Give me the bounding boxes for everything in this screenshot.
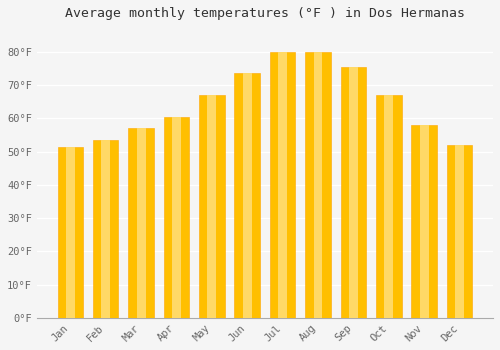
Bar — [376, 95, 402, 318]
Bar — [66, 147, 74, 318]
Bar — [340, 67, 366, 318]
Bar — [420, 125, 428, 318]
Bar — [101, 140, 110, 318]
Bar — [58, 147, 83, 318]
Bar — [384, 95, 394, 318]
Bar — [270, 52, 295, 318]
Title: Average monthly temperatures (°F ) in Dos Hermanas: Average monthly temperatures (°F ) in Do… — [65, 7, 465, 20]
Bar — [164, 117, 189, 318]
Bar — [93, 140, 118, 318]
Bar — [306, 52, 331, 318]
Bar — [278, 52, 287, 318]
Bar — [349, 67, 358, 318]
Bar — [314, 52, 322, 318]
Bar — [128, 128, 154, 318]
Bar — [172, 117, 181, 318]
Bar — [412, 125, 437, 318]
Bar — [136, 128, 145, 318]
Bar — [208, 95, 216, 318]
Bar — [455, 145, 464, 318]
Bar — [199, 95, 224, 318]
Bar — [243, 74, 252, 318]
Bar — [234, 74, 260, 318]
Bar — [447, 145, 472, 318]
